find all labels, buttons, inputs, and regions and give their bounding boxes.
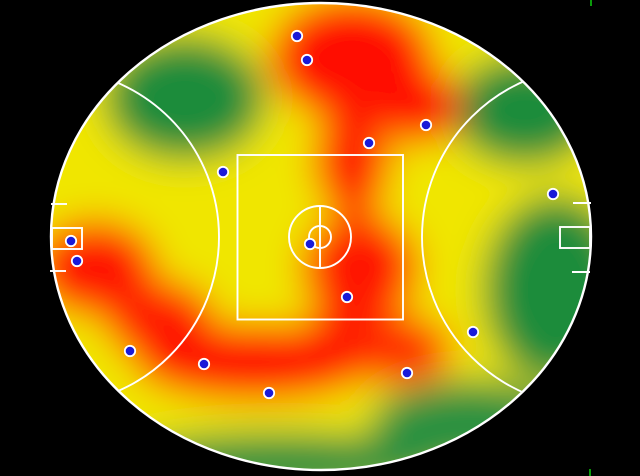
goal-square-right xyxy=(559,226,591,249)
hot-blob-mid-channel xyxy=(314,105,390,215)
stray-green-tick-0 xyxy=(590,0,592,6)
field-lines xyxy=(49,1,593,472)
cold-blob-upper-left xyxy=(105,36,265,160)
fifty-metre-arc-left xyxy=(51,68,220,406)
center-square-line xyxy=(236,154,404,321)
hot-blob-top-right-lobe xyxy=(376,65,460,145)
fifty-metre-arc-right xyxy=(421,66,591,408)
data-point-marker-14 xyxy=(466,325,480,339)
data-point-marker-9 xyxy=(340,290,354,304)
fifty-metre-arcs xyxy=(51,66,591,408)
data-point-marker-0 xyxy=(290,29,304,43)
goal-square-left xyxy=(51,227,83,250)
data-point-marker-11 xyxy=(197,357,211,371)
stray-green-tick-1 xyxy=(589,469,591,476)
data-point-marker-5 xyxy=(216,165,230,179)
data-point-marker-8 xyxy=(303,237,317,251)
data-point-marker-6 xyxy=(64,234,78,248)
data-point-marker-4 xyxy=(546,187,560,201)
hot-blob-bottom-right-band xyxy=(348,315,452,385)
data-point-marker-3 xyxy=(419,118,433,132)
data-point-marker-10 xyxy=(123,344,137,358)
data-point-marker-13 xyxy=(400,366,414,380)
stray-ticks xyxy=(589,0,592,476)
data-point-marker-1 xyxy=(300,53,314,67)
data-point-marker-7 xyxy=(70,254,84,268)
cold-blob-right-wing xyxy=(484,195,591,385)
hot-blob-bottom-band xyxy=(135,324,375,400)
boundary-line xyxy=(49,1,593,472)
data-points-layer xyxy=(64,29,560,400)
data-point-marker-12 xyxy=(262,386,276,400)
data-point-marker-2 xyxy=(362,136,376,150)
